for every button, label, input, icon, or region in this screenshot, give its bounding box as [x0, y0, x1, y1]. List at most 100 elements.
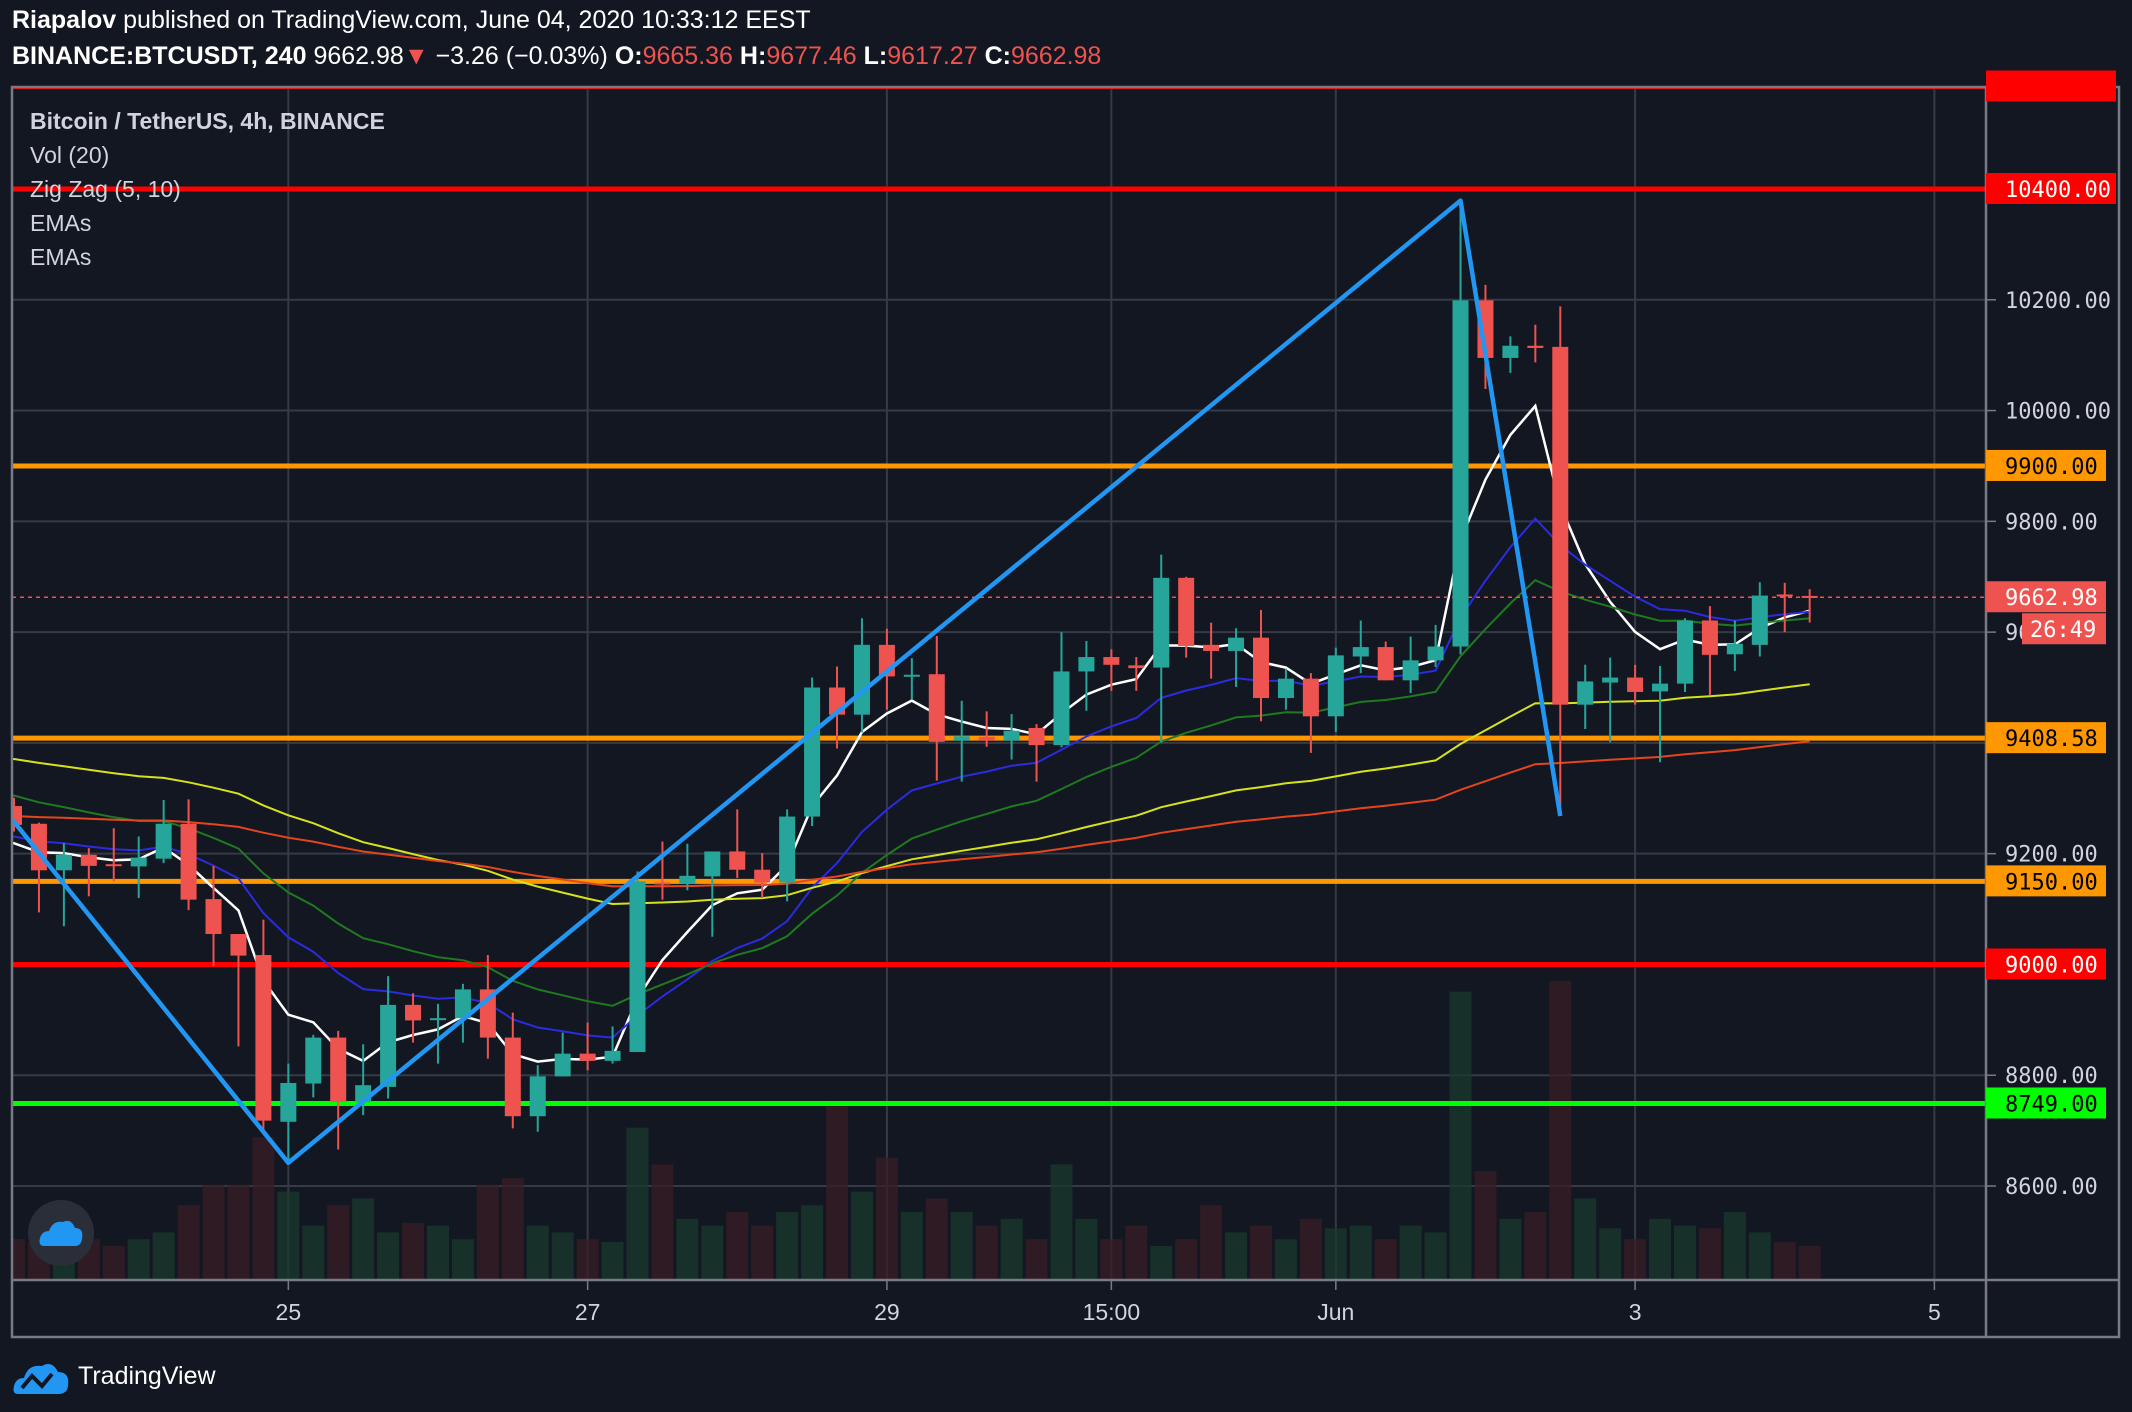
- candle-body: [305, 1037, 322, 1084]
- candle-body: [679, 875, 696, 884]
- candle-body: [130, 857, 147, 867]
- candle-body: [729, 851, 746, 870]
- candle: [1302, 673, 1319, 753]
- candle-body: [1253, 637, 1269, 699]
- volume-bar: [127, 1239, 150, 1280]
- candle-body: [779, 816, 796, 883]
- volume-bar: [1125, 1225, 1148, 1280]
- candle: [1776, 582, 1793, 633]
- candle-body: [1128, 665, 1145, 669]
- candle: [330, 1030, 347, 1150]
- candle-body: [1676, 620, 1693, 684]
- price-tick-label: 9200.00: [2005, 843, 2098, 868]
- chart-logo-button[interactable]: [28, 1200, 94, 1266]
- time-tick-label: 29: [874, 1299, 900, 1325]
- candle: [1203, 622, 1220, 679]
- legend-volume[interactable]: Vol (20): [30, 142, 110, 168]
- candle-body: [180, 823, 197, 900]
- candle-body: [205, 899, 222, 934]
- volume-bar: [1424, 1232, 1447, 1280]
- volume-bar: [12, 1239, 25, 1280]
- candle: [1228, 628, 1245, 687]
- volume-bar: [1399, 1225, 1422, 1280]
- level-price-label: [1986, 865, 2106, 897]
- candle: [1103, 649, 1120, 691]
- candle-body: [55, 854, 72, 871]
- last-price: 9662.98: [313, 42, 404, 70]
- candle: [1701, 606, 1718, 696]
- legend-title: Bitcoin / TetherUS, 4h, BINANCE: [30, 108, 385, 134]
- candle-body: [1701, 620, 1718, 655]
- candle-body: [12, 806, 22, 825]
- candle-body: [1277, 678, 1294, 699]
- candle: [1502, 336, 1519, 373]
- candle-body: [1352, 647, 1369, 657]
- price-tick-label: 8800.00: [2005, 1064, 2098, 1089]
- candle: [230, 933, 247, 1047]
- volume-bar: [1374, 1239, 1397, 1280]
- candle-body: [1228, 637, 1245, 651]
- volume-bar: [776, 1212, 799, 1280]
- candle: [80, 848, 97, 897]
- candle: [255, 919, 272, 1131]
- candle-body: [330, 1037, 347, 1102]
- volume-bar: [975, 1225, 998, 1280]
- candle-body: [230, 933, 247, 956]
- candle-body: [1153, 577, 1170, 668]
- candle: [554, 1032, 571, 1077]
- volume-bar: [875, 1157, 898, 1280]
- legend-emas-2[interactable]: EMAs: [30, 244, 92, 270]
- candle: [504, 1012, 521, 1129]
- candle-body: [1602, 677, 1619, 683]
- candle-body: [804, 687, 821, 817]
- candle-body: [1327, 655, 1344, 717]
- legend-emas-1[interactable]: EMAs: [30, 210, 92, 236]
- price-change: −3.26 (−0.03%): [435, 42, 608, 70]
- volume-bar: [451, 1239, 474, 1280]
- candle: [12, 797, 22, 832]
- candle: [804, 677, 821, 826]
- volume-bar: [1798, 1246, 1821, 1280]
- volume-bar: [1050, 1164, 1073, 1280]
- horizontal-levels: [12, 87, 1986, 1106]
- down-arrow-icon: ▼: [403, 42, 429, 70]
- candle: [1253, 609, 1269, 722]
- candle: [1577, 664, 1594, 730]
- candle: [579, 1022, 596, 1071]
- candle: [1277, 668, 1294, 710]
- candle: [1003, 714, 1020, 760]
- publish-info: Riapalov published on TradingView.com, J…: [12, 6, 811, 35]
- time-tick-label: 15:00: [1083, 1299, 1141, 1325]
- level-price-text: 9150.00: [2005, 870, 2098, 895]
- volume-bar: [1200, 1205, 1223, 1280]
- volume-bar: [751, 1225, 774, 1280]
- tradingview-brand[interactable]: TradingView: [12, 1356, 216, 1396]
- candle-body: [1751, 595, 1768, 645]
- candle: [729, 809, 746, 879]
- volume-bar: [227, 1184, 250, 1280]
- candle-body: [579, 1053, 596, 1061]
- volume-bar: [277, 1191, 300, 1280]
- volume-bar: [377, 1232, 400, 1280]
- candle: [305, 1034, 322, 1098]
- candle-body: [1377, 647, 1394, 681]
- ema-5-line: [12, 403, 1811, 1063]
- volume-bar: [426, 1225, 449, 1280]
- candle: [903, 658, 920, 700]
- volume-bar: [950, 1212, 973, 1280]
- candle-body: [1203, 644, 1220, 651]
- candle: [155, 799, 172, 864]
- volume-bar: [202, 1184, 225, 1280]
- volume-bar: [1299, 1218, 1322, 1280]
- candle-body: [604, 1050, 621, 1061]
- volume-bar: [476, 1184, 499, 1280]
- author-name[interactable]: Riapalov: [12, 6, 117, 34]
- candle: [978, 711, 995, 747]
- level-price-label: [1986, 948, 2106, 980]
- legend-zigzag[interactable]: Zig Zag (5, 10): [30, 176, 181, 202]
- volume-bar: [1000, 1218, 1023, 1280]
- candle: [105, 828, 122, 882]
- volume-bar: [1549, 980, 1572, 1280]
- level-price-text: 8749.00: [2005, 1092, 2098, 1117]
